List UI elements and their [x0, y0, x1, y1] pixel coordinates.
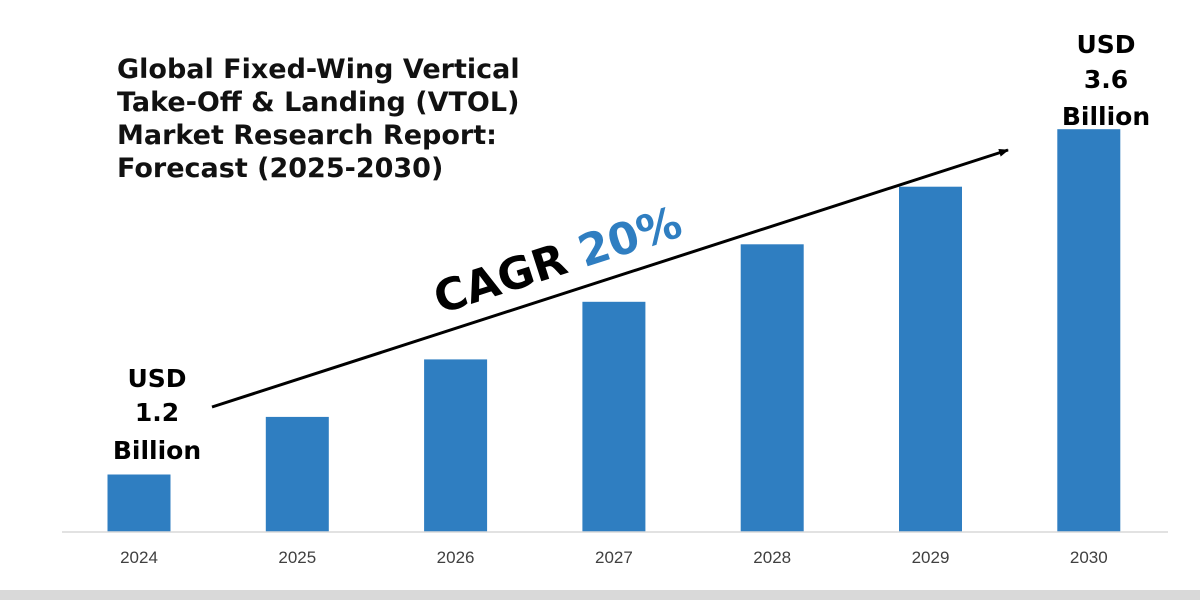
bar-2027 — [582, 301, 646, 532]
bar-2028 — [740, 244, 804, 533]
bar-2030 — [1057, 129, 1121, 532]
end-label-amount: 3.6 — [1084, 65, 1128, 94]
title-line-3: Market Research Report: — [117, 120, 497, 151]
x-tick-label-2028: 2028 — [753, 548, 791, 567]
trend-arrow-icon — [211, 148, 1009, 409]
start-label-currency: USD — [127, 364, 186, 393]
x-tick-label-2027: 2027 — [595, 548, 633, 567]
start-value-label: USD 1.2 Billion — [113, 364, 201, 465]
end-value-label: USD 3.6 Billion — [1062, 30, 1150, 131]
end-label-currency: USD — [1076, 30, 1135, 59]
start-label-amount: 1.2 — [135, 398, 179, 427]
title-line-4: Forecast (2025-2030) — [117, 153, 443, 184]
bar-2025 — [265, 416, 329, 532]
end-label-unit: Billion — [1062, 102, 1150, 131]
bar-2026 — [424, 359, 488, 532]
cagr-value: 20% — [572, 197, 688, 278]
title-line-2: Take-Off & Landing (VTOL) — [117, 87, 519, 118]
x-tick-label-2029: 2029 — [912, 548, 950, 567]
bar-series — [107, 129, 1121, 533]
x-tick-label-2025: 2025 — [278, 548, 316, 567]
bottom-border — [0, 590, 1200, 600]
x-tick-label-2030: 2030 — [1070, 548, 1108, 567]
x-tick-label-2024: 2024 — [120, 548, 158, 567]
title-line-1: Global Fixed-Wing Vertical — [117, 54, 520, 85]
bar-2024 — [107, 474, 171, 532]
x-axis-tick-labels: 2024 2025 2026 2027 2028 2029 2030 — [120, 548, 1108, 567]
cagr-annotation: CAGR 20% — [428, 197, 688, 325]
bar-2029 — [899, 186, 962, 532]
x-tick-label-2026: 2026 — [437, 548, 475, 567]
chart-title: Global Fixed-Wing Vertical Take-Off & La… — [117, 54, 520, 184]
start-label-unit: Billion — [113, 436, 201, 465]
